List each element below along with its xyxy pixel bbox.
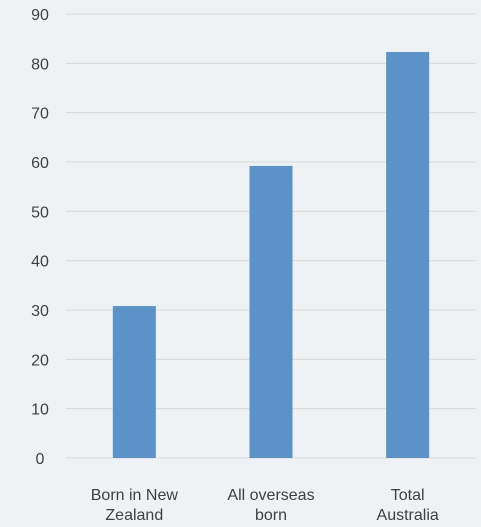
y-tick-label: 70 — [31, 106, 49, 123]
x-tick-label: Total Australia — [377, 487, 439, 524]
y-tick-label: 60 — [31, 155, 49, 172]
bar — [386, 51, 430, 459]
y-tick-label: 30 — [31, 303, 49, 320]
x-axis-tick-labels: Born in New Zealand All overseas born Total A… — [91, 487, 439, 524]
x-tick-label: Born in New Zealand — [91, 487, 179, 524]
y-tick-label: 0 — [36, 451, 45, 468]
bar — [249, 165, 293, 459]
y-axis-tick-labels: 0 10 20 30 40 50 60 70 80 90 — [31, 7, 49, 468]
x-tick-label: All overseas born — [227, 487, 314, 524]
y-tick-label: 40 — [31, 254, 49, 271]
bars — [112, 51, 430, 459]
y-tick-label: 90 — [31, 7, 49, 24]
y-tick-label: 10 — [31, 402, 49, 419]
y-tick-label: 50 — [31, 204, 49, 221]
bar — [112, 306, 156, 458]
y-tick-label: 80 — [31, 56, 49, 73]
y-tick-label: 20 — [31, 352, 49, 369]
